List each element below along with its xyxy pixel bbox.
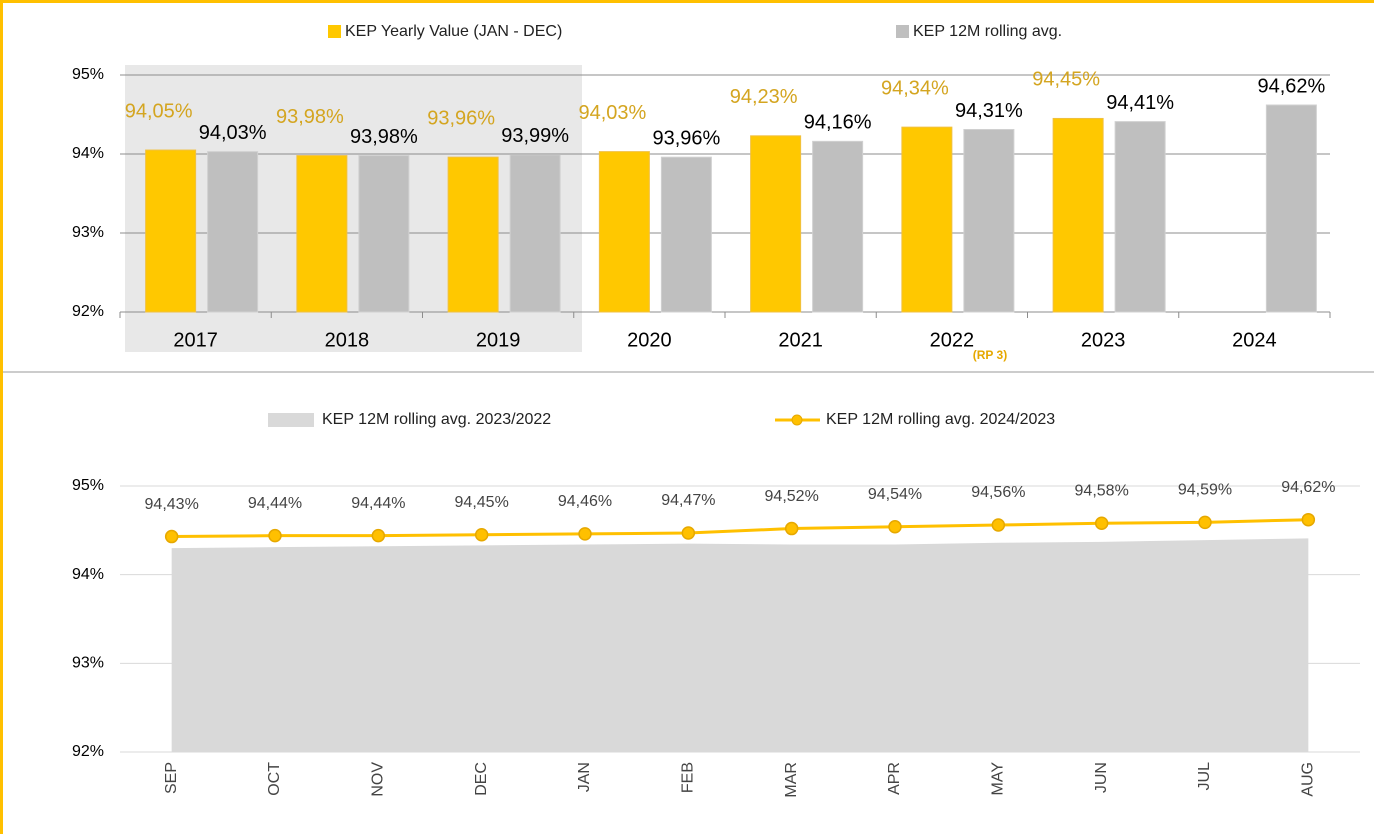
legend-marker — [791, 414, 803, 426]
legend-swatch — [268, 413, 314, 427]
marker — [1094, 516, 1109, 530]
bar — [447, 156, 499, 313]
value-label: 94,45% — [1032, 69, 1100, 91]
value-label: 93,96% — [427, 107, 495, 129]
x-tick-label: 2023 — [1081, 329, 1126, 351]
value-label: 94,44% — [351, 495, 405, 512]
value-label: 94,58% — [1075, 482, 1129, 499]
bar — [296, 155, 348, 313]
value-label: 94,62% — [1281, 479, 1335, 496]
value-label: 94,43% — [145, 496, 199, 513]
legend-swatch — [896, 25, 909, 38]
marker — [474, 528, 489, 542]
legend-label: KEP 12M rolling avg. 2023/2022 — [322, 411, 551, 428]
line — [171, 518, 1309, 539]
y-tick-label: 93% — [72, 655, 104, 672]
bar — [901, 126, 953, 313]
value-label: 94,34% — [881, 77, 949, 99]
marker — [1198, 515, 1212, 530]
bar — [145, 149, 197, 313]
value-label: 94,03% — [199, 122, 267, 144]
x-tick-label: 2024 — [1232, 329, 1277, 351]
bar — [1265, 104, 1317, 313]
bar — [358, 155, 410, 313]
value-label: 94,47% — [661, 492, 715, 509]
value-label: 94,45% — [455, 494, 509, 511]
value-label: 94,31% — [955, 100, 1023, 122]
history-shading — [125, 65, 582, 352]
x-tick-label: 2021 — [778, 329, 823, 351]
value-label: 94,23% — [730, 86, 798, 108]
value-label: 93,98% — [350, 126, 418, 148]
bar — [509, 154, 561, 313]
value-label: 94,05% — [125, 100, 193, 122]
legend-label: KEP 12M rolling avg. 2024/2023 — [826, 411, 1055, 428]
bar — [598, 151, 650, 313]
legend-swatch — [328, 25, 341, 38]
legend-label: KEP Yearly Value (JAN - DEC) — [345, 23, 562, 40]
x-tick-label: 2022 — [930, 329, 975, 351]
value-label: 94,54% — [868, 486, 922, 503]
value-label: 94,46% — [558, 493, 612, 510]
bar — [660, 156, 712, 313]
x-tick-label: AUG — [1300, 762, 1317, 797]
marker — [578, 527, 592, 541]
marker — [164, 529, 179, 544]
bar — [812, 140, 864, 313]
y-tick-label: 92% — [72, 743, 104, 760]
bar — [1114, 121, 1166, 313]
x-tick-label: APR — [886, 762, 903, 795]
bar — [750, 135, 802, 313]
x-tick-label: 2018 — [325, 329, 370, 351]
x-tick-label: JUN — [1093, 762, 1110, 793]
bar — [207, 151, 259, 313]
marker — [991, 518, 1006, 532]
x-tick-label: 2019 — [476, 329, 521, 351]
y-tick-label: 93% — [72, 224, 104, 241]
value-label: 93,98% — [276, 106, 344, 128]
legend-label: KEP 12M rolling avg. — [913, 23, 1062, 40]
marker — [681, 526, 696, 540]
x-tick-label: JUL — [1196, 762, 1213, 791]
y-tick-label: 92% — [72, 303, 104, 320]
value-label: 94,56% — [971, 484, 1025, 501]
area — [171, 538, 1309, 752]
value-label: 94,62% — [1257, 75, 1325, 97]
value-label: 94,03% — [578, 102, 646, 124]
x-tick-label: FEB — [680, 762, 697, 793]
x-tick-label: MAY — [990, 762, 1007, 796]
value-label: 94,41% — [1106, 92, 1174, 114]
x-tick-label: 2020 — [627, 329, 672, 351]
bar — [1052, 117, 1104, 313]
value-label: 94,44% — [248, 495, 302, 512]
value-label: 94,16% — [804, 112, 872, 134]
x-tick-label: JAN — [576, 762, 593, 792]
marker — [371, 528, 386, 543]
marker — [268, 528, 282, 543]
value-label: 93,96% — [652, 127, 720, 149]
x-tick-label: DEC — [473, 762, 490, 796]
x-tick-label: SEP — [163, 762, 180, 794]
marker — [784, 521, 799, 536]
x-tick-label: 2017 — [173, 329, 218, 351]
marker — [888, 520, 902, 534]
x-tick-label: OCT — [266, 762, 283, 796]
y-tick-label: 94% — [72, 145, 104, 162]
y-tick-label: 95% — [72, 477, 104, 494]
value-label: 93,99% — [501, 125, 569, 147]
annotation: (RP 3) — [973, 348, 1007, 362]
value-label: 94,52% — [765, 488, 819, 505]
x-tick-label: NOV — [370, 762, 387, 797]
x-tick-label: MAR — [783, 762, 800, 798]
bar — [963, 129, 1015, 313]
y-tick-label: 94% — [72, 566, 104, 583]
marker — [1301, 512, 1316, 527]
value-label: 94,59% — [1178, 482, 1232, 499]
y-tick-label: 95% — [72, 66, 104, 83]
